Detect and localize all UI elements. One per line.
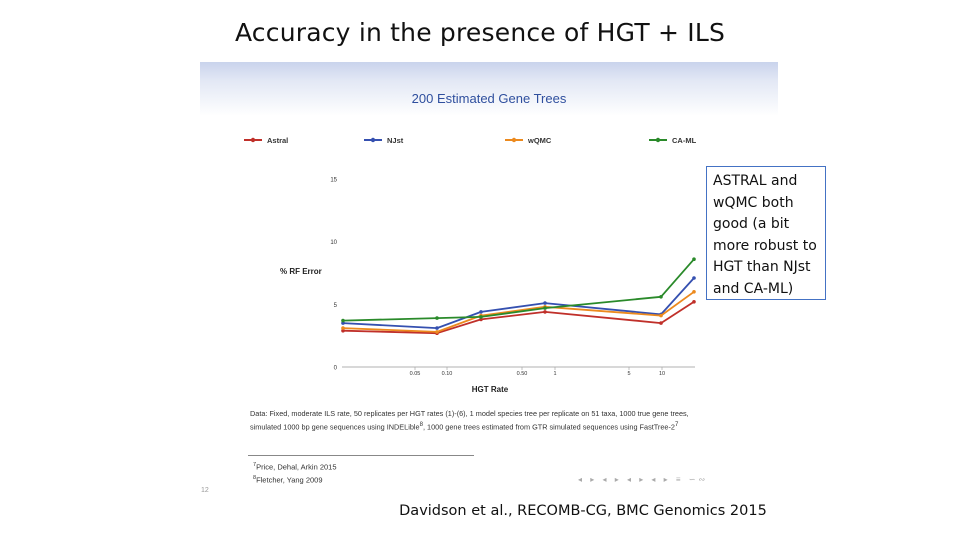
- data-point-ca-ml-0: [341, 318, 345, 323]
- data-point-wqmc-0: [341, 326, 345, 330]
- data-point-wqmc-4: [659, 313, 663, 318]
- data-point-astral-5: [692, 300, 696, 304]
- footnote-1-mark: 7: [253, 462, 257, 468]
- data-point-ca-ml-5: [692, 257, 696, 261]
- data-point-astral-2: [479, 317, 483, 322]
- figure-caption: Data: Fixed, moderate ILS rate, 50 repli…: [250, 408, 770, 432]
- legend-marker-njst: [370, 137, 376, 143]
- caption-line-2: simulated 1000 bp gene sequences using I…: [250, 419, 770, 432]
- series-line-wqmc: [342, 291, 695, 333]
- legend-label-njst: NJst: [387, 136, 404, 145]
- data-point-njst-3: [543, 301, 547, 305]
- data-point-wqmc-1: [435, 330, 439, 334]
- footnote-2-mark: 8: [253, 475, 257, 481]
- x-tick-label-0: 0.05: [410, 371, 421, 377]
- callout-box: ASTRAL and wQMC both good (a bit more ro…: [706, 166, 826, 300]
- footnote-1-text: Price, Dehal, Arkin 2015: [256, 462, 337, 472]
- footnote-2: 8Fletcher, Yang 2009: [253, 475, 323, 485]
- data-point-ca-ml-1: [435, 316, 439, 320]
- data-point-astral-4: [659, 321, 663, 325]
- data-point-astral-3: [543, 310, 547, 314]
- x-axis-label: HGT Rate: [472, 385, 509, 394]
- figure-panel: 200 Estimated Gene Trees 0 5 10 15 0.05 0.10 0…: [200, 62, 778, 494]
- legend-marker-ca-ml: [655, 137, 661, 143]
- footnote-1: 7Price, Dehal, Arkin 2015: [253, 462, 337, 472]
- caption-sup-2: 7: [674, 421, 679, 428]
- footnote-2-text: Fletcher, Yang 2009: [256, 475, 323, 485]
- data-point-wqmc-5: [692, 290, 696, 294]
- chart-title: 200 Estimated Gene Trees: [411, 91, 567, 106]
- legend-marker-astral: [250, 137, 256, 143]
- x-tick-label-4: 5: [627, 371, 630, 377]
- legend-marker-wqmc: [511, 137, 517, 143]
- caption-line-2-b: , 1000 gene trees estimated from GTR sim…: [422, 422, 675, 432]
- data-point-njst-1: [435, 326, 439, 330]
- series-line-njst: [342, 277, 695, 330]
- y-tick-label-2: 10: [330, 240, 337, 246]
- slide-title: Accuracy in the presence of HGT + ILS: [234, 18, 726, 47]
- data-point-njst-5: [692, 276, 696, 280]
- y-axis-label: % RF Error: [280, 267, 322, 276]
- legend-label-wqmc: wQMC: [527, 136, 552, 145]
- page-number: 12: [201, 487, 209, 494]
- y-tick-label-0: 0: [334, 366, 338, 372]
- x-tick-label-2: 0.50: [517, 371, 528, 377]
- x-tick-label-1: 0.10: [442, 371, 453, 377]
- data-point-njst-2: [479, 310, 483, 314]
- data-point-ca-ml-2: [479, 315, 483, 319]
- data-point-astral-0: [341, 328, 345, 333]
- x-tick-label-5: 10: [659, 371, 665, 377]
- footnote-divider: [248, 455, 474, 456]
- caption-sup-1: 8: [419, 421, 423, 428]
- caption-line-2-a: simulated 1000 bp gene sequences using I…: [250, 422, 420, 432]
- series-line-astral: [342, 301, 695, 335]
- legend-label-astral: Astral: [267, 136, 288, 145]
- y-tick-label-3: 15: [330, 178, 337, 184]
- citation: Davidson et al., RECOMB-CG, BMC Genomics…: [399, 503, 767, 519]
- figure-header-band: [200, 62, 778, 116]
- caption-line-1: Data: Fixed, moderate ILS rate, 50 repli…: [250, 409, 689, 418]
- legend-label-ca-ml: CA-ML: [672, 136, 697, 145]
- data-point-njst-0: [341, 321, 345, 325]
- data-point-ca-ml-3: [543, 306, 547, 310]
- series-line-ca-ml: [342, 258, 695, 322]
- data-point-ca-ml-4: [659, 295, 663, 299]
- y-tick-label-1: 5: [334, 303, 338, 309]
- x-tick-label-3: 1: [553, 371, 556, 377]
- beamer-nav-icons[interactable]: ◂ ▸ ◂ ▸ ◂ ▸ ◂ ▸ ≡ ∽∾: [578, 475, 709, 484]
